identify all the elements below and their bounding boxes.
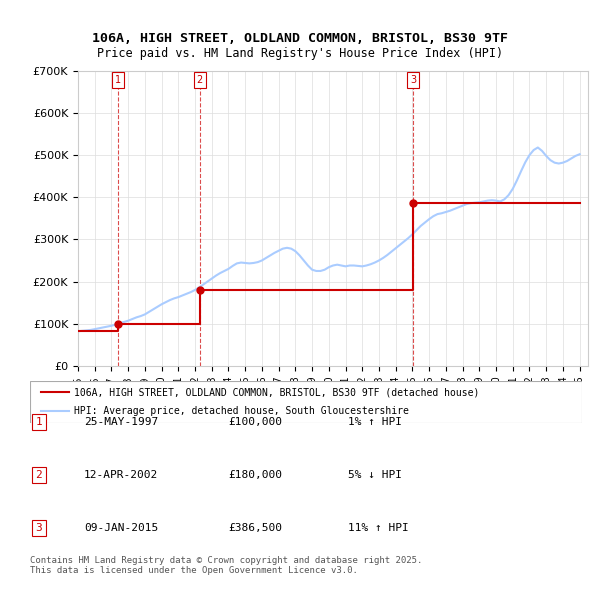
Text: 106A, HIGH STREET, OLDLAND COMMON, BRISTOL, BS30 9TF (detached house): 106A, HIGH STREET, OLDLAND COMMON, BRIST…: [74, 388, 479, 398]
Text: 11% ↑ HPI: 11% ↑ HPI: [348, 523, 409, 533]
Text: 2: 2: [35, 470, 43, 480]
Text: 09-JAN-2015: 09-JAN-2015: [84, 523, 158, 533]
Text: 3: 3: [410, 75, 416, 84]
Text: £100,000: £100,000: [228, 417, 282, 427]
Text: 5% ↓ HPI: 5% ↓ HPI: [348, 470, 402, 480]
Text: Price paid vs. HM Land Registry's House Price Index (HPI): Price paid vs. HM Land Registry's House …: [97, 47, 503, 60]
FancyBboxPatch shape: [30, 381, 582, 423]
Text: 1% ↑ HPI: 1% ↑ HPI: [348, 417, 402, 427]
Text: 1: 1: [35, 417, 43, 427]
Text: £180,000: £180,000: [228, 470, 282, 480]
Text: 106A, HIGH STREET, OLDLAND COMMON, BRISTOL, BS30 9TF: 106A, HIGH STREET, OLDLAND COMMON, BRIST…: [92, 32, 508, 45]
Text: 12-APR-2002: 12-APR-2002: [84, 470, 158, 480]
Text: 25-MAY-1997: 25-MAY-1997: [84, 417, 158, 427]
Text: 2: 2: [197, 75, 203, 84]
Text: 1: 1: [115, 75, 121, 84]
Text: HPI: Average price, detached house, South Gloucestershire: HPI: Average price, detached house, Sout…: [74, 406, 409, 416]
Text: £386,500: £386,500: [228, 523, 282, 533]
Text: 3: 3: [35, 523, 43, 533]
Text: Contains HM Land Registry data © Crown copyright and database right 2025.
This d: Contains HM Land Registry data © Crown c…: [30, 556, 422, 575]
